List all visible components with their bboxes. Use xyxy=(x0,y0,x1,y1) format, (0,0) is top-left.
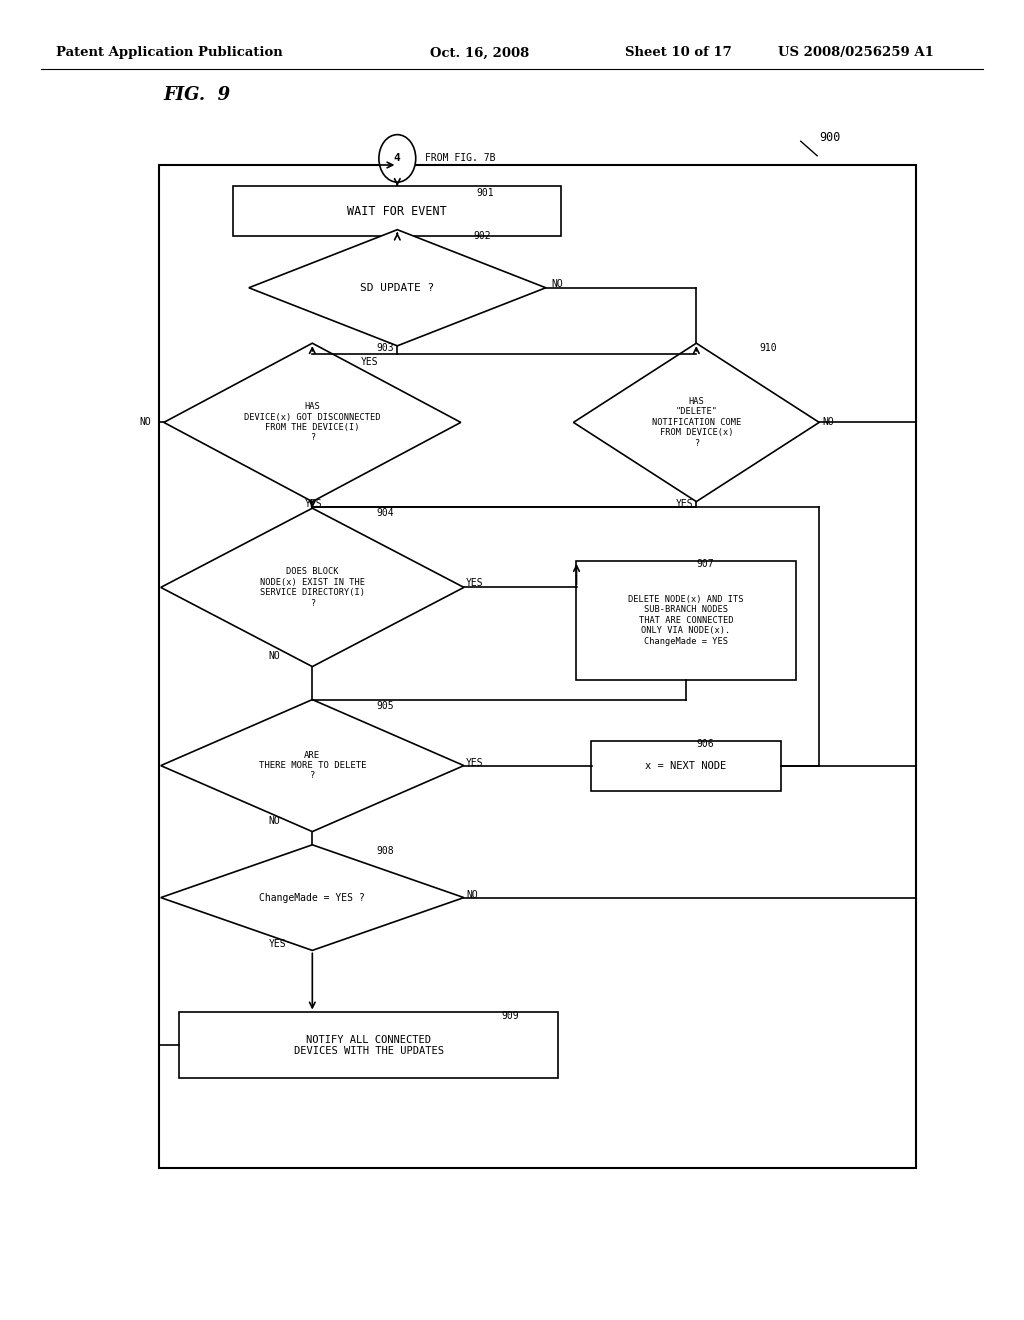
Text: YES: YES xyxy=(676,499,693,510)
Text: Patent Application Publication: Patent Application Publication xyxy=(56,46,283,59)
Text: HAS
DEVICE(x) GOT DISCONNECTED
FROM THE DEVICE(I)
?: HAS DEVICE(x) GOT DISCONNECTED FROM THE … xyxy=(244,403,381,442)
Text: NOTIFY ALL CONNECTED
DEVICES WITH THE UPDATES: NOTIFY ALL CONNECTED DEVICES WITH THE UP… xyxy=(294,1035,443,1056)
Text: NO: NO xyxy=(140,417,152,428)
Text: YES: YES xyxy=(466,758,483,768)
Text: 904: 904 xyxy=(377,508,394,519)
Text: NO: NO xyxy=(466,890,477,900)
Text: HAS
"DELETE"
NOTIFICATION COME
FROM DEVICE(x)
?: HAS "DELETE" NOTIFICATION COME FROM DEVI… xyxy=(651,397,741,447)
Text: 906: 906 xyxy=(696,739,714,750)
FancyBboxPatch shape xyxy=(159,165,916,1168)
Text: 4: 4 xyxy=(394,153,400,164)
Text: DELETE NODE(x) AND ITS
SUB-BRANCH NODES
THAT ARE CONNECTED
ONLY VIA NODE(x).
Cha: DELETE NODE(x) AND ITS SUB-BRANCH NODES … xyxy=(629,595,743,645)
Text: 910: 910 xyxy=(760,343,777,354)
Text: YES: YES xyxy=(360,356,378,367)
Text: DOES BLOCK
NODE(x) EXIST IN THE
SERVICE DIRECTORY(I)
?: DOES BLOCK NODE(x) EXIST IN THE SERVICE … xyxy=(260,568,365,607)
Text: 902: 902 xyxy=(473,231,490,242)
Text: Oct. 16, 2008: Oct. 16, 2008 xyxy=(430,46,529,59)
Polygon shape xyxy=(164,343,461,502)
Text: 901: 901 xyxy=(476,187,494,198)
Text: ChangeMade = YES ?: ChangeMade = YES ? xyxy=(259,892,366,903)
Text: WAIT FOR EVENT: WAIT FOR EVENT xyxy=(347,205,447,218)
Text: 908: 908 xyxy=(377,846,394,857)
Text: NO: NO xyxy=(822,417,834,428)
Text: YES: YES xyxy=(268,939,286,949)
Polygon shape xyxy=(161,700,464,832)
Text: US 2008/0256259 A1: US 2008/0256259 A1 xyxy=(778,46,934,59)
Text: SD UPDATE ?: SD UPDATE ? xyxy=(360,282,434,293)
Text: FROM FIG. 7B: FROM FIG. 7B xyxy=(425,153,496,164)
FancyBboxPatch shape xyxy=(179,1012,558,1078)
Text: YES: YES xyxy=(305,499,323,510)
FancyBboxPatch shape xyxy=(233,186,561,236)
Text: ARE
THERE MORE TO DELETE
?: ARE THERE MORE TO DELETE ? xyxy=(259,751,366,780)
Text: 907: 907 xyxy=(696,558,714,569)
Text: FIG.  9: FIG. 9 xyxy=(164,86,231,104)
Text: NO: NO xyxy=(551,279,562,289)
Circle shape xyxy=(379,135,416,182)
Polygon shape xyxy=(573,343,819,502)
Polygon shape xyxy=(161,508,464,667)
Polygon shape xyxy=(249,230,546,346)
Text: 903: 903 xyxy=(377,343,394,354)
Text: 905: 905 xyxy=(377,701,394,711)
Text: NO: NO xyxy=(268,816,280,826)
Text: YES: YES xyxy=(466,578,483,589)
Text: x = NEXT NODE: x = NEXT NODE xyxy=(645,760,727,771)
Text: NO: NO xyxy=(268,651,280,661)
Text: 900: 900 xyxy=(819,131,841,144)
Text: Sheet 10 of 17: Sheet 10 of 17 xyxy=(625,46,731,59)
Polygon shape xyxy=(161,845,464,950)
FancyBboxPatch shape xyxy=(592,741,780,791)
FancyBboxPatch shape xyxy=(575,561,797,680)
Text: 909: 909 xyxy=(502,1011,519,1022)
